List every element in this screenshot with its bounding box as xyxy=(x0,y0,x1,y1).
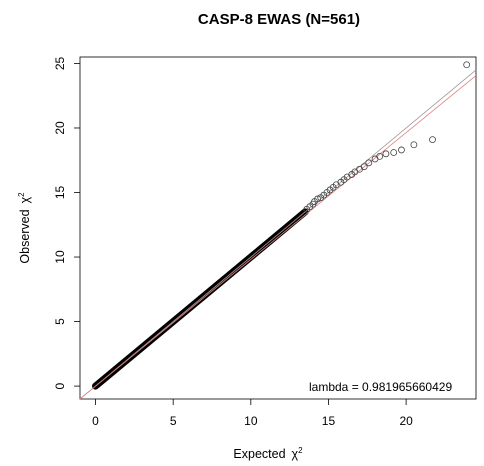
data-point xyxy=(398,146,405,154)
y-tick-label: 10 xyxy=(53,250,67,264)
x-axis-label-text: Expected xyxy=(233,447,285,461)
data-point xyxy=(463,61,471,69)
y-tick-label: 15 xyxy=(53,186,67,200)
y-tick-label: 25 xyxy=(53,56,67,70)
data-point xyxy=(314,195,322,203)
y-tick-label: 20 xyxy=(53,121,67,135)
y-tick-label: 0 xyxy=(53,382,67,389)
x-tick-label: 0 xyxy=(92,414,99,428)
x-tick-label: 10 xyxy=(244,414,258,428)
reference-line xyxy=(79,69,477,400)
data-point xyxy=(410,141,418,149)
points-group xyxy=(303,61,471,213)
x-axis-label: Expected χ2 xyxy=(233,446,303,461)
data-point xyxy=(376,152,384,160)
y-axis-power: 2 xyxy=(17,192,26,197)
chart-title: CASP-8 EWAS (N=561) xyxy=(198,11,360,28)
y-axis-symbol: χ xyxy=(18,196,32,203)
data-point xyxy=(382,150,390,158)
y-tick-label: 5 xyxy=(53,318,67,325)
plot-frame xyxy=(79,56,477,400)
y-axis: 0 5 10 15 20 25 xyxy=(53,56,80,389)
x-axis-power: 2 xyxy=(298,446,303,455)
plot-area xyxy=(79,56,477,400)
data-point xyxy=(390,149,398,156)
y-axis-label: Observed χ2 xyxy=(17,192,32,264)
x-axis-symbol: χ xyxy=(292,447,299,461)
data-point xyxy=(365,159,373,167)
data-point xyxy=(360,163,368,171)
x-tick-label: 20 xyxy=(399,414,413,428)
x-axis: 0 5 10 15 20 xyxy=(92,399,413,428)
fit-line xyxy=(79,75,477,400)
x-tick-label: 5 xyxy=(170,414,177,428)
y-axis-label-text: Observed xyxy=(18,209,32,263)
x-tick-label: 15 xyxy=(322,414,336,428)
lambda-annotation: lambda = 0.981965660429 xyxy=(309,380,452,394)
data-point xyxy=(429,136,436,143)
